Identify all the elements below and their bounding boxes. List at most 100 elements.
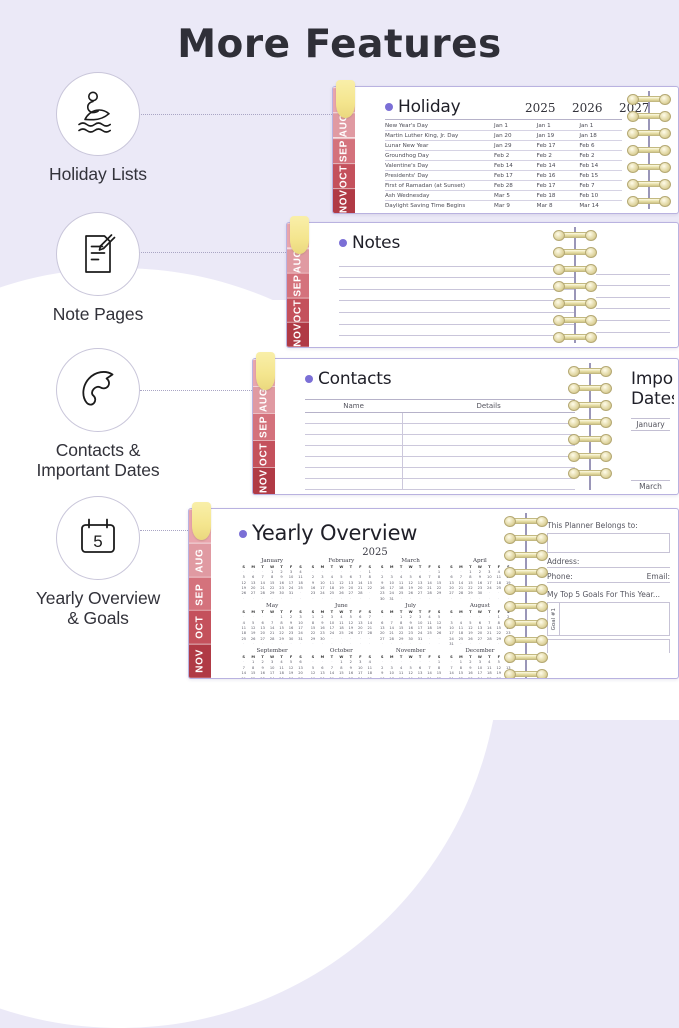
note-line[interactable] (339, 255, 574, 267)
bookmark-ribbon-holiday (336, 80, 355, 118)
note-line[interactable] (339, 325, 574, 337)
contacts-row[interactable] (305, 423, 575, 435)
contact-name-cell[interactable] (305, 412, 403, 424)
month-tab-aug[interactable]: AUG (189, 542, 211, 577)
holiday-name: Daylight Saving Time Begins (385, 200, 495, 209)
binding-spine (524, 513, 528, 678)
month-tab-sep[interactable]: SEP (253, 413, 275, 440)
feature-label: Contacts & Important Dates (0, 440, 196, 480)
binding-ring (627, 196, 671, 207)
contact-name-cell[interactable] (305, 456, 403, 468)
notes-title: Notes (339, 233, 400, 253)
feature-label: Note Pages (0, 304, 196, 325)
note-line[interactable] (596, 333, 670, 343)
contacts-row[interactable] (305, 478, 575, 490)
contact-name-cell[interactable] (305, 423, 403, 435)
holiday-date-2026: Feb 18 (536, 190, 580, 201)
holiday-name: Presidents' Day (385, 170, 495, 181)
contacts-row[interactable] (305, 456, 575, 468)
binding-ring (553, 230, 597, 241)
holiday-date-2026: Mar 8 (536, 200, 580, 209)
holiday-date-2026: Jan 19 (536, 130, 580, 141)
month-tab-oct[interactable]: OCT (333, 162, 355, 188)
contacts-row[interactable] (305, 445, 575, 457)
planner-owner-panel: This Planner Belongs to: Address: Phone:… (547, 521, 670, 653)
note-line[interactable] (339, 290, 574, 302)
month-tab-nov[interactable]: NOV (189, 644, 211, 678)
goal-1-box[interactable]: Goal #1 (547, 602, 670, 636)
note-line[interactable] (339, 336, 574, 343)
notes-right-lines[interactable] (596, 263, 670, 341)
holiday-date-2025: Jan 29 (494, 140, 537, 151)
contact-details-cell[interactable] (402, 456, 575, 468)
contact-details-cell[interactable] (402, 445, 575, 457)
holiday-row: New Year's Day Jan 1 Jan 1 Jan 1 (385, 121, 622, 132)
contacts-row[interactable] (305, 412, 575, 424)
contacts-row[interactable] (305, 467, 575, 479)
goal-2-box[interactable] (547, 639, 670, 653)
month-tab-oct[interactable]: OCT (253, 440, 275, 467)
holiday-row: Presidents' Day Feb 17 Feb 16 Feb 15 (385, 170, 622, 181)
month-tab-nov[interactable]: NOV (253, 467, 275, 494)
mini-calendar-month-name: May (266, 603, 279, 610)
mini-calendar-days: S M T W T F S · · · · · · 1 2 3 4 5 6 7 8 9 10 11 12 13 14 15 16 17 18… (310, 564, 373, 601)
month-tab-nov[interactable]: NOV (333, 187, 355, 213)
mini-calendar-month-name: November (395, 648, 426, 655)
note-line[interactable] (596, 298, 670, 310)
contact-name-cell[interactable] (305, 445, 403, 457)
holiday-header-rule (385, 119, 622, 120)
contact-details-cell[interactable] (402, 423, 575, 435)
mini-calendar-month-name: February (328, 558, 355, 564)
month-tab-sep[interactable]: SEP (189, 576, 211, 611)
holiday-date-2027: Mar 14 (579, 200, 622, 209)
note-line[interactable] (596, 263, 670, 275)
mini-calendar-february: February S M T W T F S · · · · · · 1 2 3 4 5 6 7 8 9 10 11 12 13 14… (308, 558, 374, 602)
feature-label: Holiday Lists (0, 164, 196, 185)
note-line[interactable] (339, 313, 574, 325)
holiday-date-2027: Feb 7 (579, 180, 622, 191)
contact-name-cell[interactable] (305, 467, 403, 479)
month-tab-oct[interactable]: OCT (287, 297, 309, 323)
owner-name-field[interactable] (547, 533, 670, 553)
month-tab-sep[interactable]: SEP (333, 137, 355, 163)
phone-email-field[interactable]: Phone: Email: (547, 572, 670, 583)
contact-details-cell[interactable] (402, 467, 575, 479)
contact-name-cell[interactable] (305, 434, 403, 446)
holiday-date-2026: Jan 1 (536, 121, 580, 132)
goal-1-tag: Goal #1 (548, 603, 560, 635)
note-line[interactable] (596, 309, 670, 321)
contact-name-cell[interactable] (305, 478, 403, 490)
note-line[interactable] (339, 278, 574, 290)
contact-details-cell[interactable] (402, 434, 575, 446)
notes-left-lines[interactable] (339, 255, 574, 341)
contact-details-cell[interactable] (402, 478, 575, 490)
note-line[interactable] (596, 321, 670, 333)
mini-calendar-march: March S M T W T F S · · · · · · 1 2 3 4 5 6 7 8 9 10 11 12 13 14 15 1… (378, 558, 444, 602)
binding-ring (504, 533, 548, 544)
note-line[interactable] (339, 267, 574, 279)
note-line[interactable] (596, 286, 670, 298)
month-tab-aug[interactable]: AUG (253, 386, 275, 413)
holiday-row: Ash Wednesday Mar 5 Feb 18 Feb 10 (385, 190, 622, 201)
address-field[interactable]: Address: (547, 557, 670, 568)
contacts-row[interactable] (305, 434, 575, 446)
holiday-date-2027: Feb 14 (579, 160, 622, 171)
contacts-page-content: Contacts Name Details Important Dates Ja… (275, 363, 674, 490)
note-line[interactable] (596, 275, 670, 287)
svg-text:5: 5 (93, 532, 102, 551)
holiday-row: Daylight Saving Time Begins Mar 9 Mar 8 Mar… (385, 200, 622, 209)
holiday-date-2025: Mar 5 (494, 190, 537, 201)
phone-handset-icon (72, 364, 124, 416)
holiday-name: Groundhog Day (385, 150, 495, 161)
note-line[interactable] (339, 301, 574, 313)
contact-details-cell[interactable] (402, 412, 575, 424)
contacts-col-details: Details (402, 399, 575, 413)
bookmark-ribbon-contacts (256, 352, 275, 390)
month-tab-sep[interactable]: SEP (287, 272, 309, 298)
mini-calendar-april: April S M T W T F S · · 1 2 3 4 5 6 7 8 9 10 11 12 13 14 15 16 17 1… (447, 558, 513, 602)
month-tab-oct[interactable]: OCT (189, 610, 211, 645)
contacts-table[interactable]: Name Details (305, 399, 575, 490)
month-tab-nov[interactable]: NOV (287, 322, 309, 347)
important-dates-entry-area[interactable] (631, 431, 670, 471)
bullet-dot-icon (385, 103, 393, 111)
